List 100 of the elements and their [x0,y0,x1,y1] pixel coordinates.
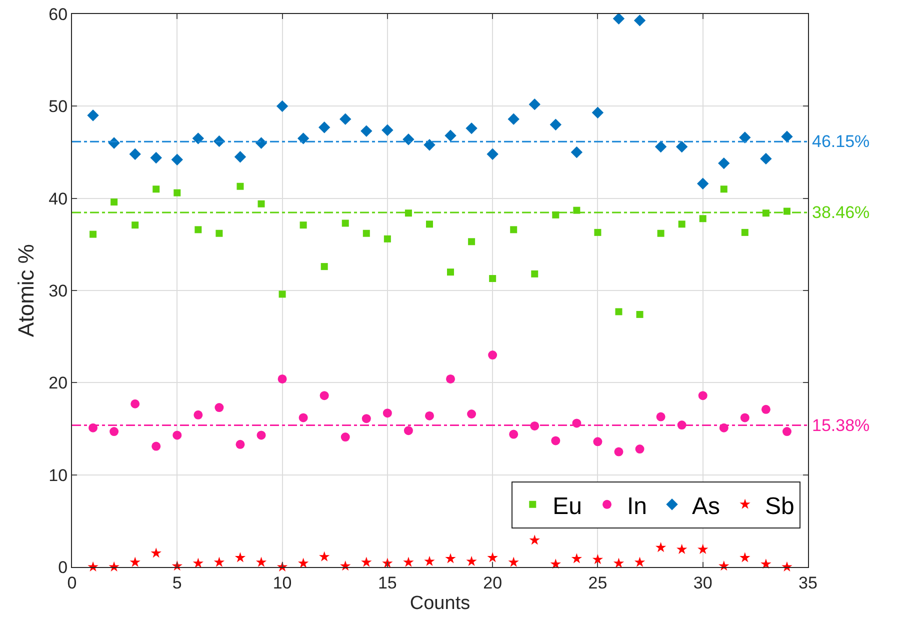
point [384,235,391,242]
point [171,154,183,166]
point [318,122,330,134]
point [426,220,433,228]
point [654,140,667,153]
point [531,270,538,278]
point [509,430,518,439]
ref-line-label: 38.46% [812,203,870,222]
point [130,399,140,408]
point [256,430,266,440]
point [424,411,434,420]
point [782,427,792,436]
point [130,556,140,567]
x-tick-label: 20 [483,573,502,592]
point [320,263,328,270]
point [404,210,412,217]
point [152,186,160,193]
y-tick-label: 30 [48,281,68,300]
point [741,228,748,236]
point [236,182,244,190]
point [592,106,604,118]
point [488,350,498,360]
point [698,544,708,554]
point [510,226,518,234]
point [194,226,202,234]
point [298,558,309,568]
point [467,410,476,418]
x-tick-label: 5 [172,573,182,592]
point [570,146,583,158]
point [657,230,664,237]
point [234,552,246,562]
point [319,551,330,562]
point [571,553,582,564]
point [340,113,352,125]
point [697,178,709,190]
point [256,556,267,567]
point [300,222,307,229]
point [760,152,772,165]
point [593,437,602,446]
y-tick-label: 50 [48,97,68,116]
point [676,544,688,554]
point [320,391,329,400]
point [783,208,790,215]
point [466,122,478,134]
point [760,558,772,569]
point [362,414,371,424]
point [150,548,162,558]
point [110,427,119,436]
point [192,132,204,144]
point [718,157,730,170]
point [194,410,203,420]
point [615,308,622,316]
point [468,238,476,246]
point [699,215,706,222]
point [781,130,793,142]
point [382,408,392,418]
point [87,110,99,122]
legend-label: In [627,492,648,520]
point [298,413,308,422]
point [424,556,435,566]
x-axis-title: Counts [410,593,470,614]
point [551,436,560,446]
ref-line-label: 15.38% [812,416,870,435]
point [258,200,265,208]
x-tick-label: 35 [798,573,818,592]
point [676,140,688,153]
point [634,14,646,26]
point [739,132,751,144]
point [489,275,496,282]
point [110,198,118,206]
y-axis-title: Atomic % [13,244,38,337]
point [698,391,708,400]
ref-line-label: 46.15% [812,132,870,151]
point [636,310,644,318]
point [216,230,223,237]
point [340,432,350,442]
x-tick-label: 10 [272,573,292,592]
point [486,148,498,160]
point [174,189,181,196]
point [214,403,224,412]
x-tick-label: 25 [588,573,608,592]
point [382,124,394,136]
y-tick-label: 40 [48,189,68,208]
point [761,404,770,414]
point [529,534,540,545]
point [528,98,540,110]
point [90,230,97,238]
point [278,290,286,298]
point [508,556,519,567]
point [361,556,372,567]
point [152,442,161,451]
point [360,125,372,137]
point [278,374,287,384]
point [404,426,413,436]
x-tick-label: 30 [693,573,712,592]
point [129,148,141,160]
point [234,151,246,163]
y-tick-label: 10 [48,466,68,485]
legend-label: Eu [552,492,582,520]
point [342,220,349,227]
